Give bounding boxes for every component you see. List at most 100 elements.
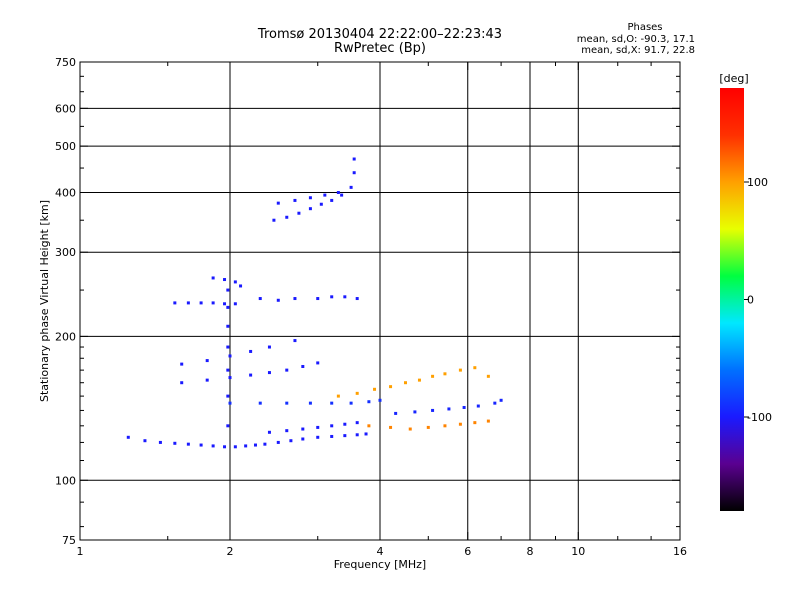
data-point — [244, 444, 248, 448]
phases-mean-x: mean, sd,X: 91.7, 22.8 — [581, 45, 695, 56]
x-tick-label: 6 — [464, 545, 471, 558]
data-point — [297, 211, 301, 215]
data-point — [199, 443, 203, 447]
data-point — [228, 401, 232, 405]
x-axis-label: Frequency [MHz] — [334, 558, 426, 571]
data-point — [293, 297, 297, 301]
data-point — [301, 437, 305, 441]
data-point — [319, 202, 323, 206]
data-point — [186, 301, 190, 305]
data-point — [308, 401, 312, 405]
data-point — [249, 349, 253, 353]
data-point — [226, 394, 230, 398]
data-point — [367, 424, 371, 428]
y-tick-label: 300 — [55, 246, 76, 259]
data-point — [367, 400, 371, 404]
data-point — [263, 442, 267, 446]
data-point — [285, 368, 289, 372]
data-point — [276, 298, 280, 302]
data-point — [301, 427, 305, 431]
data-point — [431, 408, 435, 412]
data-point — [293, 339, 297, 343]
data-point — [330, 424, 334, 428]
data-point — [186, 442, 190, 446]
y-tick-label: 100 — [55, 474, 76, 487]
y-tick-label: 75 — [62, 534, 76, 547]
data-point — [226, 368, 230, 372]
colorbar-label: [deg] — [719, 72, 748, 85]
x-tick-label: 4 — [377, 545, 384, 558]
data-point — [205, 378, 209, 382]
data-point — [413, 410, 417, 414]
y-tick-label: 400 — [55, 186, 76, 199]
data-point — [226, 345, 230, 349]
data-point — [426, 425, 430, 429]
x-tick-label: 2 — [227, 545, 234, 558]
data-point — [158, 440, 162, 444]
data-point — [233, 302, 237, 306]
data-point — [343, 295, 347, 299]
y-tick-label: 200 — [55, 330, 76, 343]
data-point — [267, 345, 271, 349]
data-point — [447, 407, 451, 411]
data-point — [226, 424, 230, 428]
data-point — [330, 198, 334, 202]
data-point — [499, 398, 503, 402]
data-point — [473, 421, 477, 425]
data-point — [276, 201, 280, 205]
data-point — [258, 401, 262, 405]
data-point — [493, 401, 497, 405]
colorbar-tick-label: -100 — [747, 411, 772, 424]
data-point — [336, 190, 340, 194]
chart-title: Tromsø 20130404 22:22:00–22:23:43 — [257, 27, 502, 42]
data-point — [403, 381, 407, 385]
data-point — [143, 439, 147, 443]
data-point — [223, 302, 227, 306]
data-point — [199, 301, 203, 305]
data-point — [308, 196, 312, 200]
x-tick-label: 16 — [673, 545, 687, 558]
data-point — [293, 198, 297, 202]
data-point — [462, 405, 466, 409]
data-point — [211, 301, 215, 305]
data-point — [258, 297, 262, 301]
plot-frame — [79, 61, 681, 541]
data-point — [276, 440, 280, 444]
data-point — [267, 430, 271, 434]
data-point — [316, 361, 320, 365]
data-point — [267, 371, 271, 375]
data-point — [349, 185, 353, 189]
data-point — [316, 425, 320, 429]
data-point — [173, 301, 177, 305]
data-point — [408, 427, 412, 431]
colorbar — [720, 88, 744, 511]
data-point — [249, 373, 253, 377]
data-point — [394, 411, 398, 415]
phases-heading: Phases — [627, 22, 662, 33]
data-point — [378, 398, 382, 402]
data-point — [211, 276, 215, 280]
data-point — [458, 368, 462, 372]
data-point — [126, 435, 130, 439]
colorbar-ticks: 100 0 -100 — [744, 176, 772, 424]
colorbar-tick-label: 0 — [747, 294, 754, 307]
data-point — [343, 434, 347, 438]
data-point — [233, 280, 237, 284]
data-point — [226, 305, 230, 309]
data-point — [352, 157, 356, 161]
colorbar-tick-label: 100 — [747, 176, 768, 189]
data-point — [330, 295, 334, 299]
data-point — [285, 401, 289, 405]
data-point — [476, 404, 480, 408]
y-axis-label: Stationary phase Virtual Height [km] — [38, 200, 51, 402]
y-tick-label: 600 — [55, 102, 76, 115]
data-point — [355, 421, 359, 425]
data-point — [443, 424, 447, 428]
data-points — [126, 157, 503, 449]
data-point — [473, 366, 477, 370]
data-point — [228, 354, 232, 358]
data-point — [239, 284, 243, 288]
data-point — [417, 378, 421, 382]
y-tick-label: 500 — [55, 140, 76, 153]
